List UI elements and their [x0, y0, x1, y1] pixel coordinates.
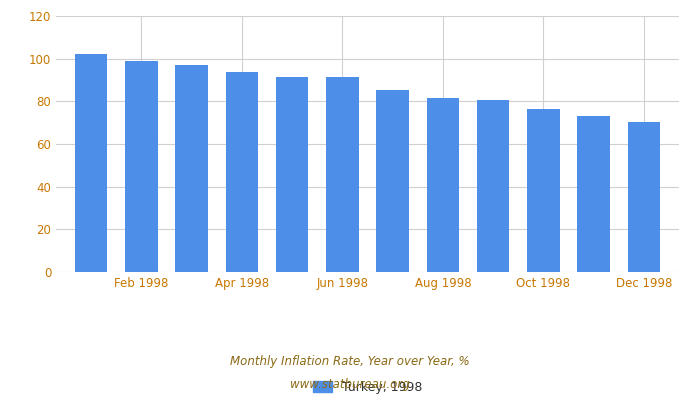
Bar	[627, 122, 660, 272]
Bar	[225, 72, 258, 272]
Text: Monthly Inflation Rate, Year over Year, %: Monthly Inflation Rate, Year over Year, …	[230, 356, 470, 368]
Bar	[578, 116, 610, 272]
Bar	[276, 77, 309, 272]
Bar	[426, 98, 459, 272]
Bar	[175, 65, 208, 272]
Legend: Turkey, 1998: Turkey, 1998	[308, 376, 427, 399]
Bar	[527, 110, 560, 272]
Bar	[477, 100, 510, 272]
Bar	[377, 90, 409, 272]
Text: www.statbureau.org: www.statbureau.org	[290, 378, 410, 391]
Bar	[75, 54, 108, 272]
Bar	[326, 77, 358, 272]
Bar	[125, 60, 158, 272]
